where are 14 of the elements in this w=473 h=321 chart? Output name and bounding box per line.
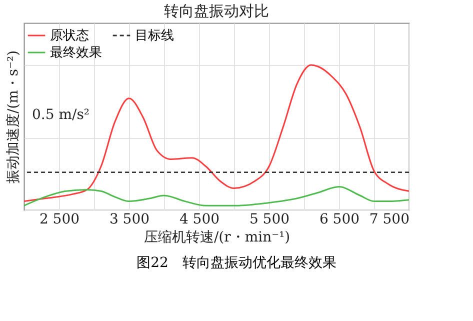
annotation: 0.5 m/s² — [32, 107, 90, 123]
x-tick-label: 3 500 — [109, 212, 150, 228]
x-tick-label: 5 500 — [249, 212, 290, 228]
x-tick-label: 6 500 — [319, 212, 360, 228]
caption: 图22 转向盘振动优化最终效果 — [136, 254, 338, 272]
legend-label: 原状态 — [50, 28, 89, 44]
x-tick-label: 2 500 — [39, 212, 80, 228]
y-axis-title: 振动加速度/(m・s⁻²) — [6, 50, 22, 184]
chart-title: 转向盘振动对比 — [164, 2, 269, 20]
legend-label: 最终效果 — [50, 46, 102, 60]
x-axis-title: 压缩机转速/(r・min⁻¹) — [144, 230, 290, 246]
legend-label: 目标线 — [135, 28, 174, 44]
x-tick-label: 7 500 — [369, 212, 410, 228]
x-tick-label: 4 500 — [179, 212, 220, 228]
